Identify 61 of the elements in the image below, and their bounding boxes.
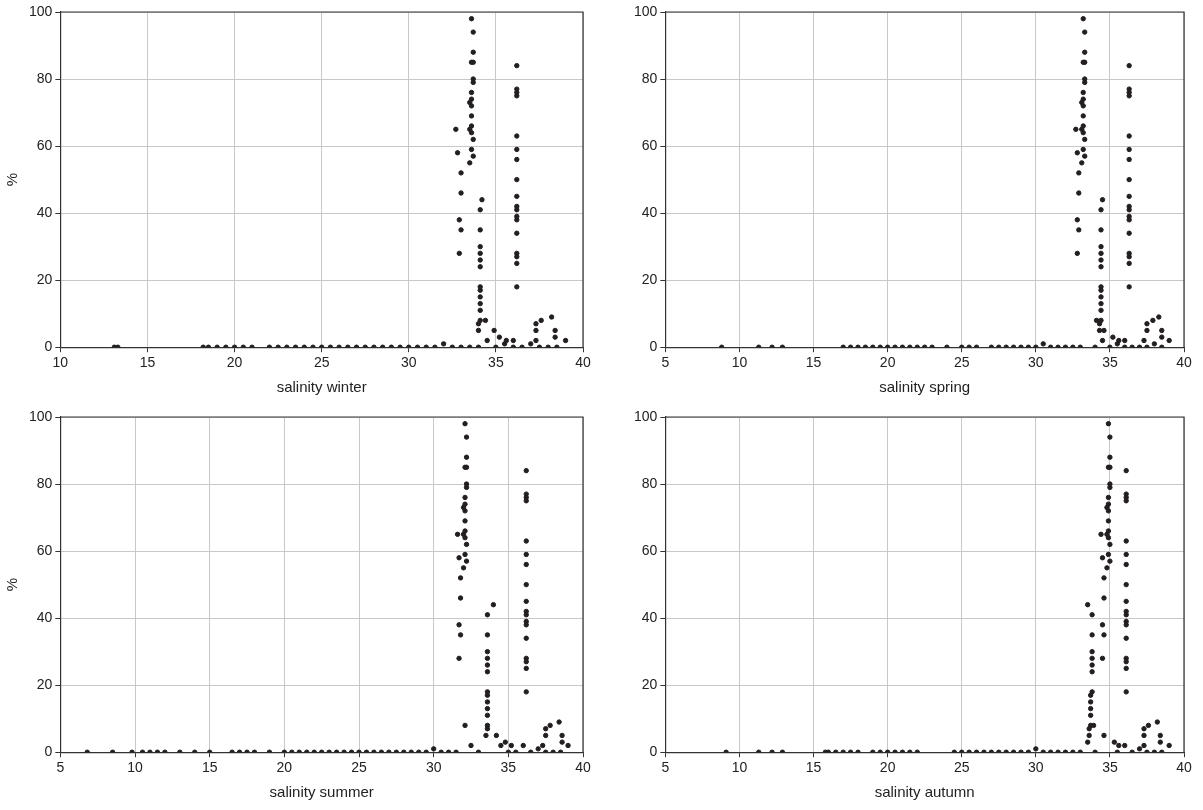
x-tick-label: 15: [139, 354, 156, 371]
x-tick-label: 25: [351, 759, 368, 776]
y-tick-label: 100: [634, 2, 658, 19]
y-tick-label: 60: [641, 136, 658, 153]
y-tick-label: 100: [634, 407, 658, 424]
x-tick-label: 10: [52, 354, 69, 371]
x-tick-label: 20: [879, 354, 896, 371]
y-tick-label: 0: [44, 743, 53, 760]
y-tick-label: 80: [641, 474, 658, 491]
x-axis-title: salinity spring: [879, 378, 971, 396]
x-tick-label: 30: [401, 354, 417, 371]
y-axis-title: %: [3, 172, 21, 187]
y-tick-label: 20: [641, 676, 658, 693]
y-tick-label: 0: [649, 743, 658, 760]
y-tick-label: 80: [36, 474, 53, 491]
x-axis-title: salinity summer: [269, 783, 374, 801]
x-tick-label: 40: [1176, 354, 1192, 371]
x-tick-label: 5: [56, 759, 65, 776]
x-tick-label: 15: [805, 759, 822, 776]
x-tick-label: 10: [127, 759, 144, 776]
x-tick-label: 25: [313, 354, 330, 371]
x-tick-label: 10: [731, 759, 748, 776]
y-tick-label: 60: [36, 136, 53, 153]
y-tick-label: 40: [641, 203, 658, 220]
x-tick-label: 20: [879, 759, 896, 776]
x-axis-title: salinity autumn: [874, 783, 975, 801]
x-tick-label: 15: [805, 354, 822, 371]
y-tick-label: 0: [44, 338, 53, 355]
y-tick-label: 80: [36, 69, 53, 86]
x-tick-label: 35: [500, 759, 517, 776]
y-axis-title: %: [3, 577, 21, 592]
x-tick-label: 40: [575, 354, 591, 371]
y-tick-label: 60: [641, 541, 658, 558]
x-axis-title: salinity winter: [276, 378, 367, 396]
x-tick-label: 10: [731, 354, 748, 371]
x-tick-label: 30: [1028, 354, 1044, 371]
x-tick-label: 35: [1102, 354, 1118, 371]
x-tick-label: 20: [276, 759, 293, 776]
x-tick-label: 40: [1176, 759, 1192, 776]
y-tick-label: 80: [641, 69, 658, 86]
y-tick-label: 40: [36, 203, 53, 220]
y-tick-label: 100: [29, 2, 53, 19]
y-tick-label: 0: [649, 338, 658, 355]
y-tick-label: 40: [36, 608, 53, 625]
y-tick-label: 40: [641, 608, 658, 625]
x-tick-label: 5: [661, 354, 670, 371]
x-tick-label: 25: [953, 759, 970, 776]
y-tick-label: 60: [36, 541, 53, 558]
x-tick-label: 25: [953, 354, 970, 371]
x-tick-label: 40: [575, 759, 591, 776]
x-tick-label: 30: [1028, 759, 1044, 776]
y-tick-label: 20: [36, 271, 53, 288]
x-tick-label: 30: [425, 759, 442, 776]
x-tick-label: 35: [488, 354, 504, 371]
x-tick-label: 15: [201, 759, 218, 776]
x-tick-label: 5: [661, 759, 670, 776]
x-tick-label: 20: [226, 354, 243, 371]
y-tick-label: 100: [29, 407, 53, 424]
y-tick-label: 20: [641, 271, 658, 288]
x-tick-label: 35: [1102, 759, 1118, 776]
y-tick-label: 20: [36, 676, 53, 693]
